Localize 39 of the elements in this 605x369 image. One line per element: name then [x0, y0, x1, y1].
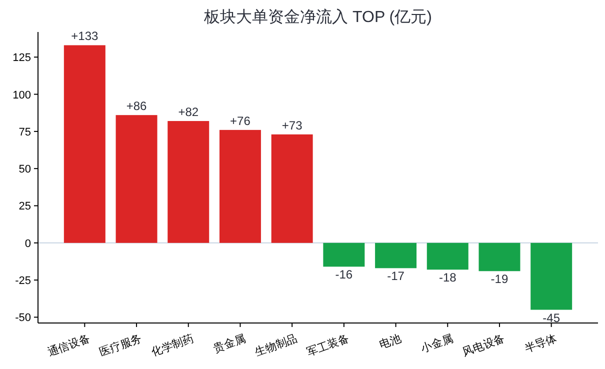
y-tick-label: 0 — [24, 238, 31, 250]
chart-title: 板块大单资金净流入 TOP (亿元) — [203, 8, 432, 26]
bar — [168, 121, 210, 243]
x-tick-label: 小金属 — [419, 332, 455, 356]
bar — [530, 242, 572, 310]
x-tick-label: 通信设备 — [46, 332, 92, 359]
data-label: -45 — [542, 310, 560, 325]
x-tick-label: 生物制品 — [253, 332, 300, 359]
data-label: -18 — [438, 270, 457, 285]
bar — [219, 130, 261, 243]
data-label: +76 — [230, 114, 251, 128]
x-tick-label: 风电设备 — [460, 332, 507, 359]
y-tick-label: 25 — [18, 200, 31, 213]
x-tick-label: 电池 — [378, 332, 403, 352]
y-tick-label: -50 — [15, 312, 31, 324]
data-label: +133 — [71, 29, 99, 44]
y-tick-label: 100 — [12, 89, 31, 102]
bar — [271, 134, 313, 243]
data-label: +86 — [126, 99, 148, 114]
bar — [478, 242, 520, 272]
data-label: +73 — [282, 118, 303, 132]
x-tick-label: 医疗服务 — [98, 332, 144, 359]
bar — [323, 242, 365, 267]
bar — [116, 115, 158, 243]
x-tick-label: 贵金属 — [212, 332, 248, 356]
data-label: -16 — [335, 268, 353, 282]
y-tick-label: 50 — [18, 164, 31, 176]
y-tick-label: 75 — [18, 126, 31, 138]
bar — [64, 45, 106, 243]
data-label: +82 — [178, 105, 199, 120]
x-tick-label: 化学制药 — [150, 332, 196, 359]
y-tick-label: 125 — [12, 52, 31, 64]
data-label: -17 — [387, 269, 405, 284]
x-tick-label: 军工装备 — [305, 332, 351, 359]
y-tick-label: -25 — [15, 275, 31, 288]
bar — [375, 242, 417, 268]
bar — [426, 242, 468, 270]
data-label: -19 — [490, 272, 508, 286]
x-tick-label: 半导体 — [522, 332, 558, 356]
